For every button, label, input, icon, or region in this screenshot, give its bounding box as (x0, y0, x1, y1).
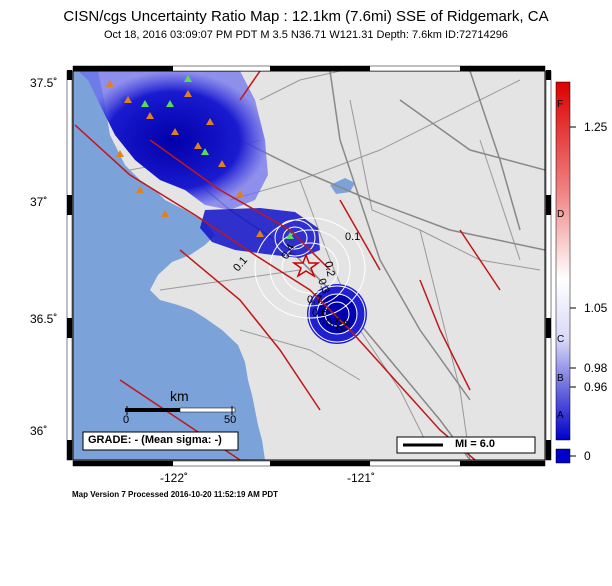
lat-label: 37˚ (30, 195, 48, 209)
roads (109, 71, 545, 460)
ocean (73, 71, 265, 460)
grade-letter: B (557, 373, 564, 384)
mi-legend (396, 436, 536, 454)
scale-tick-50: 50 (224, 414, 237, 426)
lon-label: -121˚ (347, 471, 376, 485)
contour-label: 0.3 (315, 277, 332, 295)
contour-label: 0.2 (322, 260, 336, 277)
colorbar-value: 1.25 (584, 120, 608, 134)
map-area: 0.1 0.1 0.2 0.3 0.4 0.5 0.6 0.7 0.4 (73, 71, 545, 460)
contour-label: 0.5 (326, 317, 341, 329)
lat-label: 36.5˚ (30, 312, 58, 326)
grade-text: GRADE: - (Mean sigma: -) (88, 434, 222, 446)
mi-legend-label: MI = 6.0 (455, 438, 496, 450)
grade-letter: F (557, 99, 564, 110)
epicenter-star-icon (291, 252, 321, 278)
map-title: CISN/cgs Uncertainty Ratio Map : 12.1km … (63, 8, 549, 25)
scale-bar (125, 406, 236, 415)
map-frame (66, 65, 552, 467)
grade-letter: C (557, 334, 565, 345)
lake (330, 178, 355, 194)
scale-tick-0: 0 (123, 414, 130, 426)
stations (106, 75, 294, 239)
lat-label: 36˚ (30, 424, 48, 438)
colorbar (555, 81, 576, 464)
colorbar-value: 0 (584, 449, 591, 463)
event-details: Oct 18, 2016 03:09:07 PM PDT M 3.5 N36.7… (104, 29, 508, 41)
scale-unit: km (170, 388, 189, 404)
lon-label: -122˚ (160, 471, 189, 485)
ratio-contours (254, 217, 366, 343)
colorbar-value: 0.96 (584, 380, 608, 394)
map-version-footer: Map Version 7 Processed 2016-10-20 11:52… (72, 490, 279, 499)
colorbar-value: 0.98 (584, 361, 608, 375)
grade-box (82, 431, 239, 451)
lat-label: 37.5˚ (30, 76, 58, 90)
grade-letter: A (557, 410, 564, 421)
colorbar-value: 1.05 (584, 301, 608, 315)
grade-letter: D (557, 209, 565, 220)
contour-label: 0.1 (345, 231, 360, 243)
fault-lines (74, 71, 501, 460)
contour-label: 0.7 (307, 294, 322, 306)
contour-label: 0.6 (312, 307, 327, 319)
